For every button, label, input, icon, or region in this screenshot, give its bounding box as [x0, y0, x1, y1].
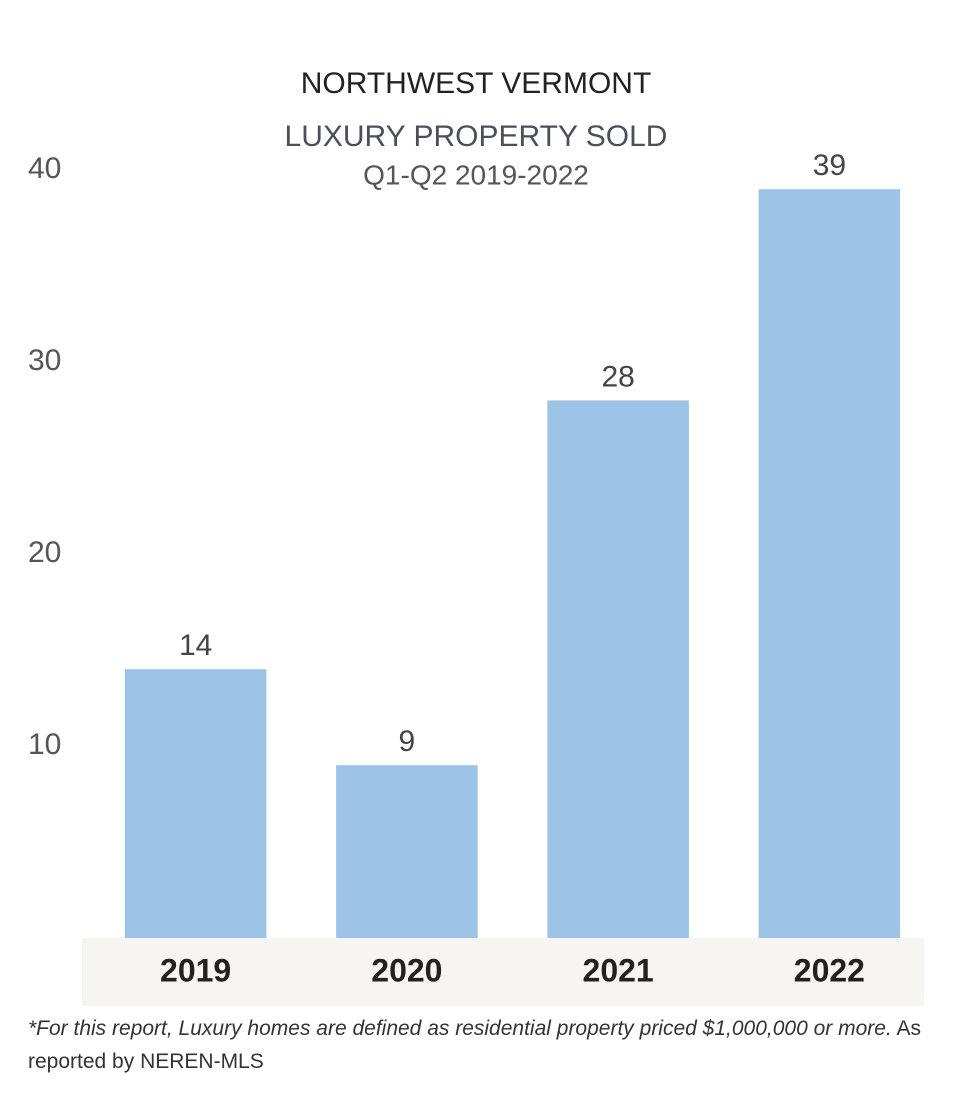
- x-tick-label: 2022: [794, 952, 865, 988]
- bar: [124, 669, 267, 938]
- chart-title: NORTHWEST VERMONT: [301, 67, 652, 100]
- y-tick-label: 10: [28, 728, 61, 761]
- chart-subtitle: Q1-Q2 2019-2022: [363, 159, 589, 190]
- y-tick-label: 30: [28, 344, 61, 377]
- value-label: 14: [179, 629, 212, 662]
- chart-subtitle: LUXURY PROPERTY SOLD: [285, 120, 668, 153]
- footnote: *For this report, Luxury homes are defin…: [28, 1012, 933, 1078]
- bar: [758, 189, 901, 938]
- value-label: 39: [813, 149, 846, 182]
- x-tick-label: 2019: [160, 952, 231, 988]
- bar: [336, 765, 478, 938]
- value-label: 28: [601, 360, 634, 393]
- x-tick-label: 2021: [583, 952, 654, 988]
- y-tick-label: 20: [28, 536, 61, 569]
- y-tick-label: 40: [28, 152, 61, 185]
- bar: [547, 400, 689, 938]
- category-band: [82, 938, 924, 1006]
- x-tick-label: 2020: [371, 952, 442, 988]
- footnote-source: As reported by NEREN-MLS: [28, 1017, 921, 1073]
- footnote-italic: *For this report, Luxury homes are defin…: [28, 1017, 892, 1040]
- value-label: 9: [399, 725, 416, 758]
- chart: NORTHWEST VERMONT LUXURY PROPERTY SOLD Q…: [28, 67, 924, 1006]
